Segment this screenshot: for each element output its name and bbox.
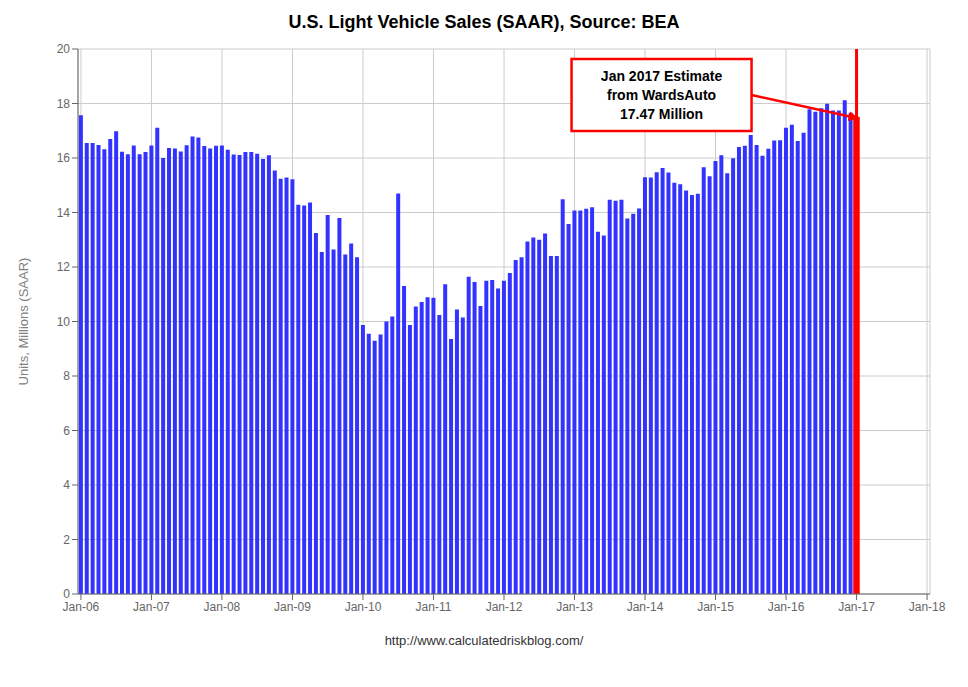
svg-text:0: 0	[63, 587, 70, 601]
svg-text:Jan-18: Jan-18	[909, 600, 946, 614]
svg-text:Jan-16: Jan-16	[768, 600, 805, 614]
svg-text:Jan-11: Jan-11	[416, 600, 452, 614]
svg-text:Jan-13: Jan-13	[556, 600, 593, 614]
svg-text:14: 14	[57, 206, 71, 220]
svg-text:16: 16	[57, 151, 71, 165]
svg-text:Units, Millions (SAAR): Units, Millions (SAAR)	[16, 258, 31, 386]
svg-text:Jan-09: Jan-09	[274, 600, 311, 614]
svg-text:8: 8	[63, 369, 70, 383]
svg-text:Jan-14: Jan-14	[627, 600, 664, 614]
svg-text:4: 4	[63, 478, 70, 492]
svg-text:Jan 2017 Estimatefrom WardsAut: Jan 2017 Estimatefrom WardsAuto17.47 Mil…	[601, 68, 723, 122]
svg-text:20: 20	[57, 42, 71, 56]
svg-text:Jan-10: Jan-10	[345, 600, 382, 614]
svg-text:Jan-17: Jan-17	[838, 600, 875, 614]
html-text:http://www.calculatedriskblog.: http://www.calculatedriskblog.com/	[384, 633, 584, 648]
svg-text:Jan-15: Jan-15	[697, 600, 734, 614]
svg-text:Jan-12: Jan-12	[486, 600, 523, 614]
svg-text:Jan-07: Jan-07	[133, 600, 170, 614]
svg-text:Jan-06: Jan-06	[63, 600, 100, 614]
svg-text:10: 10	[57, 315, 71, 329]
svg-text:6: 6	[63, 424, 70, 438]
svg-text:2: 2	[63, 533, 70, 547]
svg-text:18: 18	[57, 97, 71, 111]
svg-text:12: 12	[57, 260, 71, 274]
html-text:U.S. Light Vehicle Sales (SAAR: U.S. Light Vehicle Sales (SAAR), Source:…	[288, 12, 680, 32]
svg-text:Jan-08: Jan-08	[204, 600, 241, 614]
